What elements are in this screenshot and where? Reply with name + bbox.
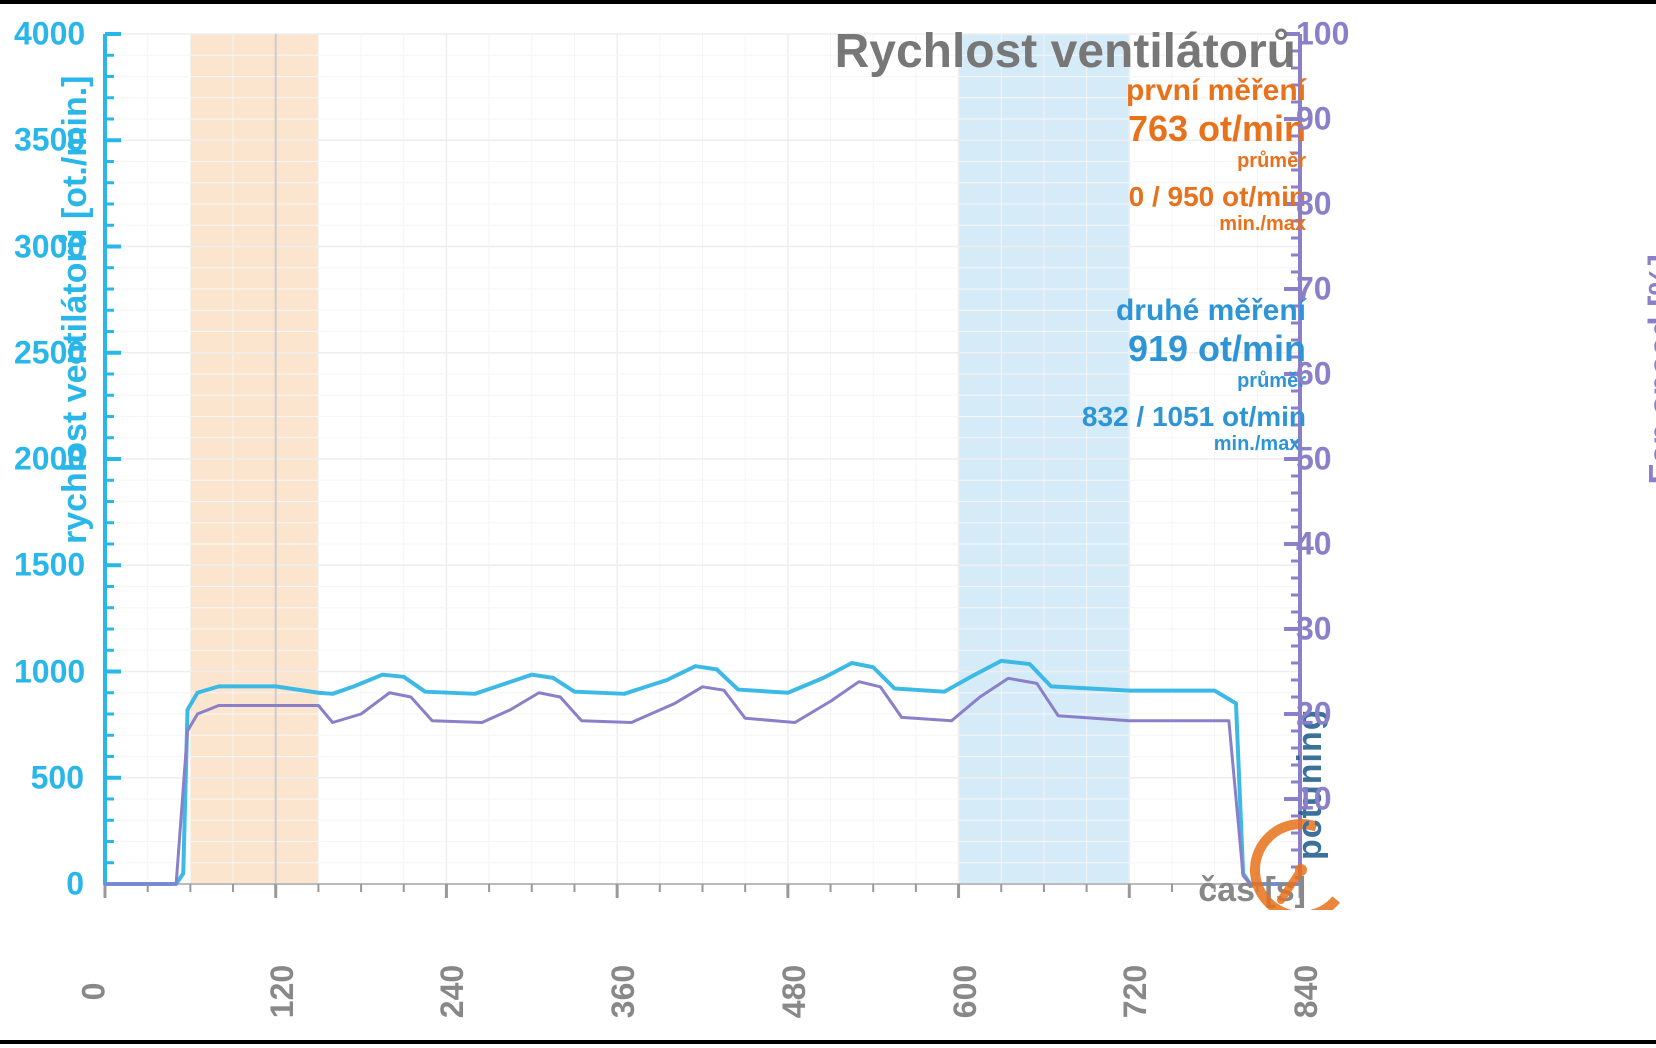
m2-minmax-label: min./max. <box>1082 433 1306 456</box>
ytick-right: 20 <box>1296 696 1356 733</box>
m1-heading: první měření <box>1126 74 1306 108</box>
ytick-right: 10 <box>1296 781 1356 818</box>
ytick-left: 2500 <box>14 334 84 371</box>
xtick: 240 <box>435 965 472 1018</box>
chart-title: Rychlost ventilátorů <box>835 24 1296 79</box>
m1-minmax-value: 0 / 950 ot/min <box>1126 181 1306 213</box>
ytick-right: 30 <box>1296 611 1356 648</box>
m2-minmax-value: 832 / 1051 ot/min <box>1082 401 1306 433</box>
stats-measurement-1: první měření 763 ot/min průměr 0 / 950 o… <box>1126 74 1306 236</box>
m1-avg-value: 763 ot/min <box>1126 108 1306 150</box>
ytick-left: 3000 <box>14 228 84 265</box>
ytick-right: 70 <box>1296 271 1356 308</box>
ytick-right: 80 <box>1296 186 1356 223</box>
m2-heading: druhé měření <box>1082 294 1306 328</box>
m1-avg-label: průměr <box>1126 150 1306 173</box>
ytick-left: 4000 <box>14 16 84 53</box>
xtick: 360 <box>605 965 642 1018</box>
chart-svg <box>0 4 1656 1048</box>
ytick-right: 100 <box>1296 16 1356 53</box>
xtick: 600 <box>947 965 984 1018</box>
y-axis-right-label: Fan speed [%] <box>1642 254 1656 484</box>
xtick: 840 <box>1288 965 1325 1018</box>
ytick-right: 40 <box>1296 526 1356 563</box>
stats-measurement-2: druhé měření 919 ot/min průměr 832 / 105… <box>1082 294 1306 456</box>
chart-container: Rychlost ventilátorů rychlost ventilátor… <box>0 0 1656 1044</box>
x-axis-label: čas [s] <box>1198 871 1306 910</box>
xtick: 0 <box>75 983 112 1001</box>
ytick-left: 3500 <box>14 122 84 159</box>
ytick-right: 60 <box>1296 356 1356 393</box>
ytick-left: 1000 <box>14 653 84 690</box>
ytick-left: 1500 <box>14 547 84 584</box>
ytick-right: 50 <box>1296 441 1356 478</box>
m2-avg-value: 919 ot/min <box>1082 328 1306 370</box>
ytick-right: 90 <box>1296 101 1356 138</box>
m1-minmax-label: min./max <box>1126 213 1306 236</box>
xtick: 120 <box>264 965 301 1018</box>
xtick: 480 <box>776 965 813 1018</box>
ytick-left: 0 <box>14 866 84 903</box>
xtick: 720 <box>1117 965 1154 1018</box>
ytick-left: 500 <box>14 759 84 796</box>
m2-avg-label: průměr <box>1082 370 1306 393</box>
ytick-left: 2000 <box>14 441 84 478</box>
